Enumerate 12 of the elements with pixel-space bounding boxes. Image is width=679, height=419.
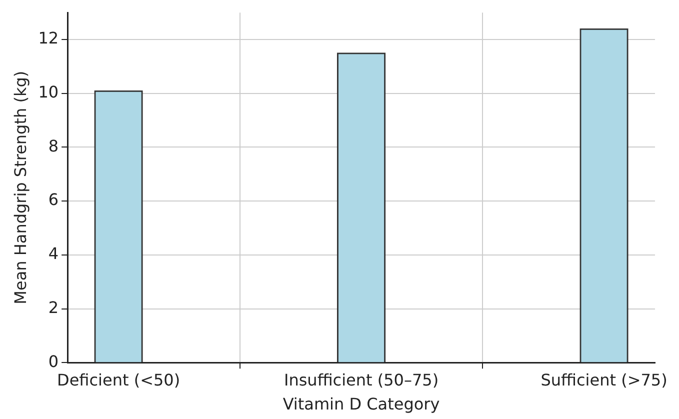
y-tick-label: 4	[48, 244, 59, 264]
y-tick-label: 6	[48, 190, 59, 210]
x-axis-title: Vitamin D Category	[282, 394, 440, 414]
y-tick-label: 12	[38, 28, 59, 48]
y-axis-title: Mean Handgrip Strength (kg)	[10, 70, 30, 304]
y-tick-label: 0	[48, 352, 59, 371]
y-tick-label: 10	[38, 82, 59, 102]
y-tick-label: 8	[48, 136, 59, 156]
y-tick-label: 2	[48, 298, 59, 317]
x-tick-label: Sufficient (>75)	[540, 370, 668, 390]
x-tick-label: Deficient (<50)	[56, 370, 180, 390]
x-tick-label: Insufficient (50–75)	[284, 370, 439, 390]
